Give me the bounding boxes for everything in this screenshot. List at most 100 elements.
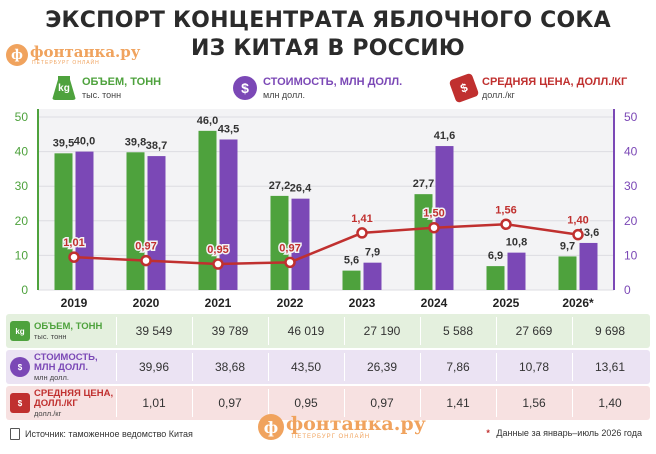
y-tick-left: 30 — [15, 179, 29, 193]
source-text: Источник: таможенное ведомство Китая — [25, 429, 193, 439]
price-point — [572, 228, 584, 241]
footer-source: Источник: таможенное ведомство Китая — [10, 428, 193, 440]
row-unit: долл./кг — [34, 408, 62, 418]
price-tag-icon: $ — [10, 393, 30, 413]
table-cell: 1,41 — [446, 396, 470, 410]
table-cell: 39 789 — [211, 324, 249, 338]
price-label: 1,56 — [495, 204, 516, 216]
price-label: 0,97 — [135, 241, 156, 253]
logo-footer-name: фонтанка.ру — [286, 413, 426, 435]
price-point — [68, 251, 80, 263]
legend-cost-title: СТОИМОСТЬ, МЛН ДОЛЛ. — [263, 76, 403, 88]
x-tick-label: 2024 — [421, 296, 448, 310]
bar-cost — [147, 156, 166, 290]
fontanka-logo-footer-icon: ф — [258, 414, 284, 440]
legend-volume-title: ОБЪЕМ, ТОНН — [82, 76, 162, 88]
table-cell: 46 019 — [287, 324, 325, 338]
bar-volume-label: 9,7 — [560, 240, 575, 252]
table-cell: 0,95 — [294, 396, 318, 410]
bar-volume-label: 27,2 — [269, 180, 290, 192]
legend-cost-unit: млн долл. — [263, 90, 305, 100]
column-divider — [572, 389, 573, 417]
table-cell: 1,01 — [142, 396, 166, 410]
footnote-asterisk: * — [486, 428, 490, 438]
column-divider — [496, 353, 497, 381]
y-tick-right: 30 — [624, 179, 638, 193]
table-cell: 26,39 — [366, 360, 398, 374]
y-tick-left: 0 — [21, 283, 28, 297]
table-cell: 43,50 — [290, 360, 322, 374]
legend-price-title: СРЕДНЯЯ ЦЕНА, ДОЛЛ./КГ — [482, 76, 628, 88]
table-row: $ СТОИМОСТЬ, МЛН ДОЛЛ. млн долл. 39,96 38,68… — [6, 350, 650, 384]
fontanka-logo-footer: ф фонтанка.ру ПЕТЕРБУРГ ОНЛАЙН — [258, 414, 426, 440]
column-divider — [420, 389, 421, 417]
table-cell: 9 698 — [594, 324, 626, 338]
price-label: 1,50 — [423, 208, 444, 220]
bar-volume — [558, 256, 577, 290]
y-tick-right: 50 — [624, 110, 638, 124]
table-cell: 38,68 — [214, 360, 246, 374]
y-tick-right: 20 — [624, 214, 638, 228]
table-cell: 7,86 — [446, 360, 470, 374]
bar-cost-label: 10,8 — [506, 237, 527, 249]
bar-cost — [291, 198, 310, 290]
bar-volume-label: 46,0 — [197, 115, 218, 127]
x-tick-label: 2026* — [562, 296, 594, 310]
legend-volume-unit: тыс. тонн — [82, 90, 122, 100]
price-point — [356, 227, 368, 239]
y-tick-right: 10 — [624, 248, 638, 262]
legend-price-unit: долл./кг — [482, 90, 515, 100]
price-label: 1,41 — [351, 213, 372, 225]
x-tick-label: 2019 — [61, 296, 88, 310]
price-label: 1,01 — [63, 237, 84, 249]
table-cell: 1,40 — [598, 396, 622, 410]
column-divider — [268, 389, 269, 417]
legend-cost: $ СТОИМОСТЬ, МЛН ДОЛЛ. млн долл. — [233, 76, 402, 101]
price-point — [284, 256, 296, 269]
price-point — [212, 258, 224, 270]
table-cell: 27 190 — [363, 324, 401, 338]
column-divider — [572, 353, 573, 381]
column-divider — [268, 353, 269, 381]
legend-volume: kg ОБЪЕМ, ТОНН тыс. тонн — [52, 76, 161, 101]
price-point — [140, 254, 152, 267]
row-unit: млн долл. — [34, 372, 69, 382]
price-label: 0,97 — [279, 242, 300, 254]
table-cell: 27 669 — [515, 324, 553, 338]
table-row: $ СРЕДНЯЯ ЦЕНА, ДОЛЛ./КГ долл./кг 1,01 0,97 0… — [6, 386, 650, 420]
y-tick-right: 0 — [624, 283, 631, 297]
column-divider — [116, 317, 117, 345]
chart-title-line2: ИЗ КИТАЯ В РОССИЮ — [191, 36, 465, 61]
column-divider — [420, 317, 421, 345]
column-divider — [496, 317, 497, 345]
dollar-coin-icon: $ — [10, 357, 30, 377]
row-label: $ СТОИМОСТЬ, МЛН ДОЛЛ. млн долл. — [10, 350, 118, 384]
footer-note: * Данные за январь–июль 2026 года — [486, 428, 642, 438]
bar-cost — [75, 151, 94, 290]
bar-cost-label: 26,4 — [290, 183, 312, 195]
y-tick-left: 20 — [15, 214, 29, 228]
bar-cost — [507, 252, 526, 290]
row-label: kg ОБЪЕМ, ТОНН тыс. тонн — [10, 314, 102, 348]
logo-footer-subtitle: ПЕТЕРБУРГ ОНЛАЙН — [292, 434, 371, 440]
bar-volume — [342, 270, 361, 290]
fontanka-logo: ф фонтанка.ру ПЕТЕРБУРГ ОНЛАЙН — [6, 44, 140, 66]
bar-cost-label: 41,6 — [434, 130, 455, 142]
bar-cost-label: 38,7 — [146, 140, 167, 152]
bar-cost — [219, 139, 238, 290]
bar-cost — [363, 262, 382, 290]
logo-name: фонтанка.ру — [30, 43, 141, 61]
x-tick-label: 2021 — [205, 296, 232, 310]
row-label: $ СРЕДНЯЯ ЦЕНА, ДОЛЛ./КГ долл./кг — [10, 386, 118, 420]
column-divider — [344, 353, 345, 381]
y-tick-left: 10 — [15, 248, 29, 262]
bar-cost — [579, 242, 598, 290]
y-tick-right: 40 — [624, 145, 638, 159]
x-tick-label: 2025 — [493, 296, 520, 310]
price-line — [73, 223, 579, 266]
table-cell: 39,96 — [138, 360, 170, 374]
bar-cost — [435, 146, 454, 290]
table-cell: 10,78 — [518, 360, 550, 374]
row-name: СТОИМОСТЬ, МЛН ДОЛЛ. — [34, 351, 98, 373]
